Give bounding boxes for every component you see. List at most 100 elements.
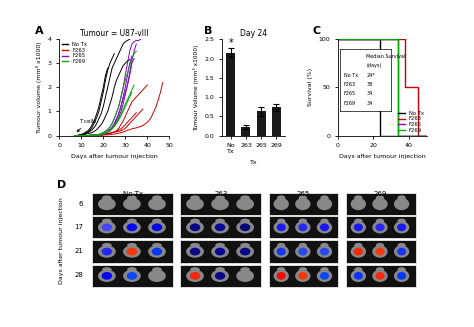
Ellipse shape: [101, 248, 112, 255]
Ellipse shape: [190, 195, 200, 200]
Ellipse shape: [211, 246, 229, 258]
Ellipse shape: [101, 272, 112, 280]
Ellipse shape: [236, 221, 254, 233]
Text: 263: 263: [214, 191, 228, 197]
FancyBboxPatch shape: [346, 216, 416, 238]
Ellipse shape: [375, 272, 384, 280]
Ellipse shape: [351, 198, 366, 210]
Ellipse shape: [186, 221, 204, 233]
Ellipse shape: [394, 198, 409, 210]
Ellipse shape: [211, 221, 229, 233]
Text: 21: 21: [74, 248, 83, 254]
Ellipse shape: [98, 270, 116, 282]
Text: B: B: [204, 26, 212, 36]
Ellipse shape: [215, 223, 225, 231]
Ellipse shape: [127, 267, 137, 272]
Ellipse shape: [375, 248, 384, 255]
Ellipse shape: [317, 246, 332, 258]
Ellipse shape: [236, 246, 254, 258]
Ellipse shape: [277, 223, 286, 231]
Ellipse shape: [102, 243, 112, 248]
Ellipse shape: [372, 221, 388, 233]
Ellipse shape: [277, 267, 285, 272]
Ellipse shape: [273, 246, 289, 258]
FancyBboxPatch shape: [346, 265, 416, 287]
FancyBboxPatch shape: [181, 216, 261, 238]
Ellipse shape: [127, 272, 137, 280]
Ellipse shape: [354, 243, 363, 248]
Ellipse shape: [240, 195, 250, 200]
Ellipse shape: [102, 219, 112, 224]
Ellipse shape: [376, 219, 384, 224]
FancyBboxPatch shape: [269, 240, 338, 263]
Ellipse shape: [148, 198, 166, 210]
Ellipse shape: [186, 270, 204, 282]
Ellipse shape: [351, 246, 366, 258]
Ellipse shape: [123, 221, 141, 233]
Ellipse shape: [277, 195, 285, 200]
Ellipse shape: [123, 270, 141, 282]
Ellipse shape: [152, 223, 162, 231]
Ellipse shape: [236, 198, 254, 210]
Text: 17: 17: [74, 224, 83, 230]
FancyBboxPatch shape: [346, 193, 416, 215]
Ellipse shape: [190, 243, 200, 248]
Ellipse shape: [186, 246, 204, 258]
Ellipse shape: [273, 221, 289, 233]
Ellipse shape: [240, 243, 250, 248]
X-axis label: Days after tumour injection: Days after tumour injection: [339, 154, 426, 159]
Ellipse shape: [123, 198, 141, 210]
Ellipse shape: [295, 198, 310, 210]
Ellipse shape: [236, 270, 254, 282]
Ellipse shape: [211, 198, 229, 210]
Ellipse shape: [98, 246, 116, 258]
Ellipse shape: [98, 221, 116, 233]
Ellipse shape: [215, 243, 225, 248]
Ellipse shape: [101, 223, 112, 231]
Ellipse shape: [190, 272, 201, 280]
Ellipse shape: [298, 223, 307, 231]
Bar: [272, 108, 281, 136]
Text: 269: 269: [374, 191, 387, 197]
Text: C: C: [313, 26, 321, 36]
FancyBboxPatch shape: [269, 216, 338, 238]
Legend: No Tx, F263, F265, F269: No Tx, F263, F265, F269: [62, 42, 87, 64]
Ellipse shape: [320, 272, 329, 280]
Ellipse shape: [372, 198, 388, 210]
Text: 265: 265: [297, 191, 310, 197]
Ellipse shape: [375, 223, 384, 231]
Ellipse shape: [277, 219, 285, 224]
Ellipse shape: [215, 272, 225, 280]
Y-axis label: Survival (%): Survival (%): [308, 68, 313, 107]
Ellipse shape: [102, 267, 112, 272]
Ellipse shape: [273, 270, 289, 282]
Bar: [241, 127, 250, 136]
Ellipse shape: [240, 223, 250, 231]
Ellipse shape: [211, 270, 229, 282]
Ellipse shape: [298, 272, 307, 280]
Ellipse shape: [376, 243, 384, 248]
FancyBboxPatch shape: [181, 193, 261, 215]
Ellipse shape: [295, 246, 310, 258]
Ellipse shape: [376, 267, 384, 272]
Ellipse shape: [152, 195, 162, 200]
Ellipse shape: [190, 223, 201, 231]
Ellipse shape: [277, 272, 286, 280]
Y-axis label: Tumour Volume (mm³ x1000): Tumour Volume (mm³ x1000): [193, 44, 199, 130]
Ellipse shape: [299, 195, 307, 200]
Ellipse shape: [148, 246, 166, 258]
Ellipse shape: [372, 246, 388, 258]
Ellipse shape: [351, 270, 366, 282]
Ellipse shape: [317, 198, 332, 210]
Ellipse shape: [277, 248, 286, 255]
Ellipse shape: [152, 219, 162, 224]
Ellipse shape: [320, 243, 328, 248]
Ellipse shape: [186, 198, 204, 210]
Text: D: D: [57, 180, 67, 190]
Ellipse shape: [354, 219, 363, 224]
Y-axis label: Tumour volume (mm³ x1000): Tumour volume (mm³ x1000): [36, 42, 42, 133]
Text: A: A: [35, 26, 44, 36]
Ellipse shape: [320, 219, 328, 224]
FancyBboxPatch shape: [181, 265, 261, 287]
Ellipse shape: [376, 195, 384, 200]
